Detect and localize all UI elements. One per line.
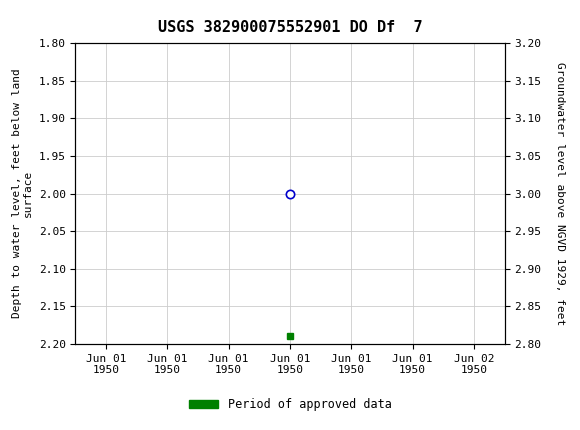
Y-axis label: Groundwater level above NGVD 1929, feet: Groundwater level above NGVD 1929, feet	[555, 62, 566, 325]
Y-axis label: Depth to water level, feet below land
surface: Depth to water level, feet below land su…	[12, 69, 33, 318]
Text: ▒USGS: ▒USGS	[3, 6, 61, 22]
Legend: Period of approved data: Period of approved data	[184, 393, 396, 415]
Title: USGS 382900075552901 DO Df  7: USGS 382900075552901 DO Df 7	[158, 20, 422, 35]
